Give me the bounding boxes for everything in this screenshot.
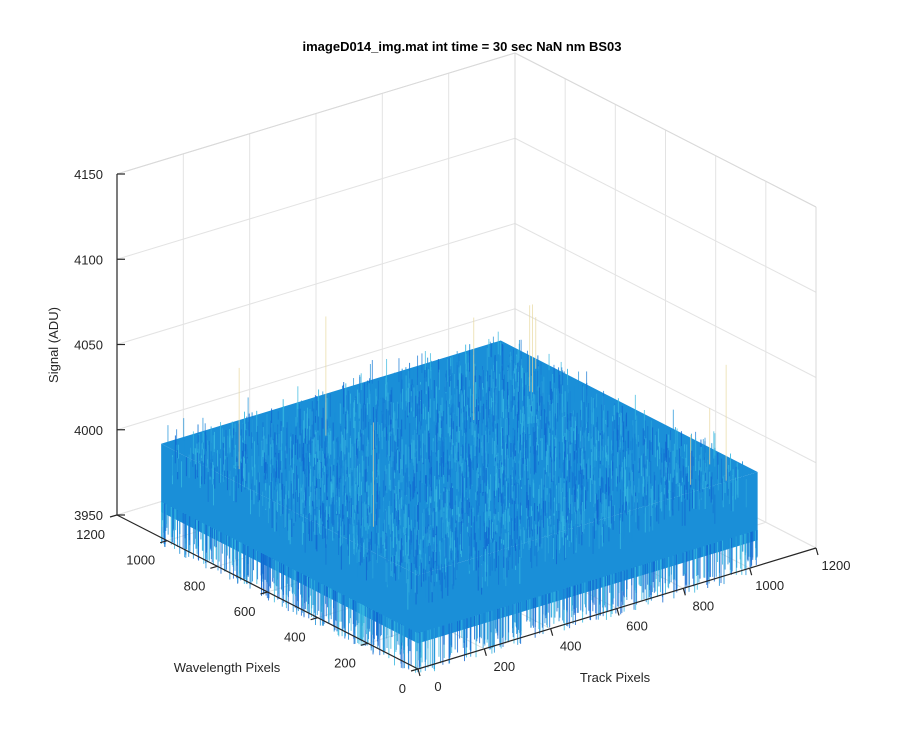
- y-tick: [260, 591, 268, 595]
- x-tick-label: 200: [493, 659, 515, 674]
- x-tick: [616, 608, 620, 616]
- x-tick: [749, 568, 753, 576]
- box-edge: [116, 52, 516, 175]
- wall-grid-z: [116, 308, 516, 431]
- y-tick-label: 600: [234, 604, 256, 619]
- wall-grid-z2: [514, 308, 817, 464]
- y-tick: [210, 565, 218, 569]
- axes: [109, 173, 819, 677]
- y-tick: [310, 617, 318, 621]
- z-tick-label: 4100: [74, 252, 103, 267]
- wall-grid-z: [116, 137, 516, 260]
- labels: imageD014_img.mat int time = 30 sec NaN …: [46, 39, 850, 696]
- z-tick-label: 4150: [74, 167, 103, 182]
- z-tick-label: 3950: [74, 508, 103, 523]
- x-tick-label: 800: [692, 598, 714, 613]
- z-tick-label: 4000: [74, 423, 103, 438]
- x-tick: [682, 588, 686, 596]
- x-tick: [483, 648, 487, 656]
- chart-title: imageD014_img.mat int time = 30 sec NaN …: [303, 39, 622, 54]
- y-tick: [410, 668, 419, 672]
- wall-grid-z2: [514, 137, 817, 293]
- x-tick-label: 1200: [822, 558, 851, 573]
- y-tick-label: 0: [399, 681, 406, 696]
- y-tick: [109, 514, 118, 518]
- y-tick-label: 1000: [126, 553, 155, 568]
- x-tick: [815, 547, 819, 556]
- x-tick-label: 0: [434, 679, 441, 694]
- z-tick-label: 4050: [74, 338, 103, 353]
- x-axis-label: Track Pixels: [580, 670, 651, 685]
- y-tick-label: 1200: [76, 527, 105, 542]
- x-tick-label: 600: [626, 619, 648, 634]
- z-axis-label: Signal (ADU): [46, 307, 61, 383]
- x-tick-label: 1000: [755, 578, 784, 593]
- y-tick-label: 800: [184, 578, 206, 593]
- y-axis-label: Wavelength Pixels: [174, 660, 281, 675]
- wall-grid-z2: [514, 223, 817, 378]
- x-tick: [417, 668, 421, 677]
- y-tick-label: 200: [334, 655, 356, 670]
- surface-front-y: [161, 443, 418, 644]
- x-tick-label: 400: [560, 639, 582, 654]
- y-tick: [160, 540, 168, 544]
- x-tick: [550, 628, 554, 636]
- wall-grid-z: [116, 223, 516, 345]
- box-edge: [514, 52, 817, 208]
- y-tick: [360, 642, 368, 646]
- y-tick-label: 400: [284, 630, 306, 645]
